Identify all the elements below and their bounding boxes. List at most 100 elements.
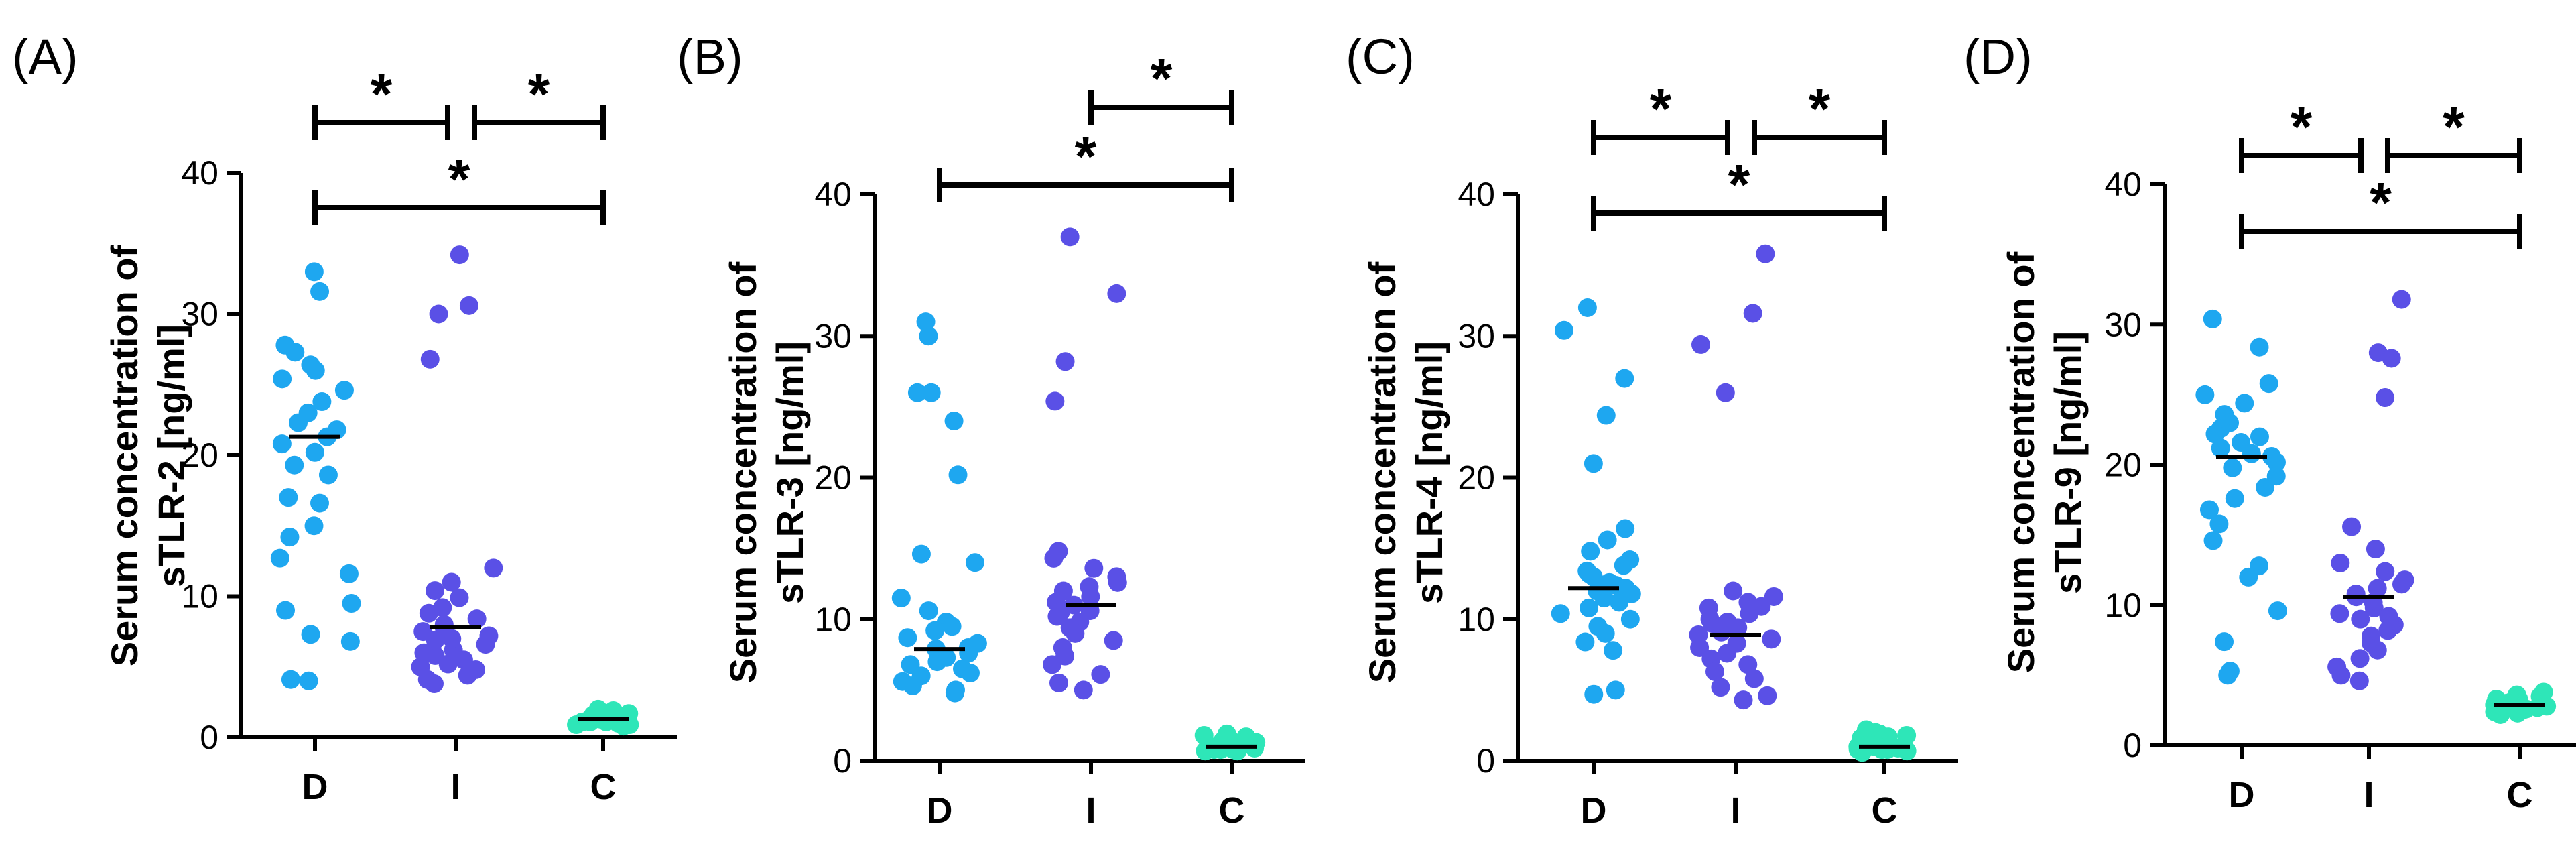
data-point: [1580, 598, 1599, 617]
data-point: [2195, 385, 2215, 404]
data-point: [419, 603, 438, 623]
data-point: [2256, 477, 2275, 497]
data-point: [273, 369, 292, 389]
y-axis-label: Serum concentration of sTLR-4 [ng/ml]: [1361, 261, 1450, 683]
y-axis-label-line: sTLR-3 [ng/ml]: [769, 341, 811, 604]
data-point: [2205, 424, 2225, 444]
x-category-label: I: [1086, 790, 1096, 831]
data-point: [1074, 680, 1093, 700]
y-tick-label: 40: [181, 154, 218, 192]
data-point: [2218, 666, 2238, 685]
data-point: [916, 312, 936, 332]
data-point: [2379, 607, 2398, 626]
panel-label: (C): [1346, 29, 1415, 84]
y-tick-label: 20: [814, 459, 852, 497]
data-point: [1744, 669, 1764, 688]
data-point: [305, 442, 324, 462]
data-point: [2378, 621, 2398, 640]
data-point: [342, 594, 361, 613]
data-point: [276, 601, 296, 620]
data-point: [1724, 581, 1743, 601]
data-point: [1758, 686, 1777, 705]
series-D: [270, 262, 361, 690]
data-point: [1055, 352, 1075, 371]
significance-star: *: [1728, 153, 1750, 216]
series-D: [1551, 298, 1641, 704]
data-point: [411, 657, 430, 676]
data-point: [424, 674, 444, 694]
significance-star: *: [2370, 171, 2392, 234]
data-point: [925, 621, 945, 640]
y-axis-label-line: Serum concentration of: [1361, 261, 1403, 683]
data-point: [304, 516, 324, 536]
data-point: [1049, 673, 1069, 692]
significance-star: *: [448, 147, 470, 210]
y-tick-label: 30: [1458, 317, 1495, 355]
data-point: [903, 676, 922, 696]
data-point: [1043, 655, 1062, 674]
data-point: [2350, 649, 2370, 668]
x-category-label: D: [302, 767, 328, 807]
data-point: [1606, 680, 1625, 700]
data-point: [2259, 374, 2278, 394]
data-point: [1616, 519, 1635, 538]
data-point: [285, 343, 305, 362]
data-point: [1762, 629, 1781, 649]
data-point: [414, 643, 434, 662]
data-point: [2331, 553, 2350, 572]
data-point: [2242, 444, 2261, 463]
data-point: [425, 581, 444, 601]
x-category-label: D: [927, 790, 953, 831]
data-point: [310, 493, 330, 513]
chart-panel-b: (B) Serum concentration of sTLR-3 [ng/ml] 0…: [677, 29, 1305, 831]
data-point: [2342, 517, 2362, 536]
data-point: [2366, 540, 2385, 559]
data-point: [301, 625, 320, 644]
data-point: [1604, 641, 1623, 660]
data-point: [965, 553, 984, 572]
data-point: [1107, 284, 1126, 303]
significance-bracket: *: [1591, 77, 1730, 155]
data-point: [1610, 593, 1629, 612]
y-tick-label: 30: [2104, 306, 2142, 343]
y-tick-label: 0: [200, 719, 218, 756]
data-point: [2250, 427, 2269, 446]
data-point: [1848, 740, 1868, 760]
data-point: [2368, 640, 2387, 660]
x-category-label: D: [1581, 790, 1607, 831]
data-point: [334, 381, 354, 400]
data-point: [1620, 609, 1640, 629]
significance-bracket: *: [1088, 47, 1234, 125]
significance-bracket: *: [312, 62, 450, 140]
data-point: [280, 528, 300, 547]
data-point: [299, 671, 318, 690]
series-C: [567, 699, 639, 736]
data-point: [476, 635, 495, 654]
data-point: [2225, 489, 2244, 508]
data-point: [310, 282, 330, 301]
data-point: [1690, 638, 1710, 657]
data-point: [1594, 589, 1614, 608]
data-point: [1756, 244, 1775, 263]
series-I: [2327, 290, 2414, 690]
significance-bracket: *: [312, 147, 606, 225]
data-point: [340, 631, 360, 651]
chart-panel-c: (C) Serum concentration of sTLR-4 [ng/ml] 0…: [1346, 29, 1958, 831]
data-point: [1743, 304, 1762, 323]
significance-star: *: [1151, 47, 1173, 110]
y-tick-label: 20: [181, 436, 218, 474]
significance-bracket: *: [2239, 95, 2364, 173]
data-point: [2330, 604, 2349, 623]
data-point: [2496, 698, 2515, 717]
data-point: [1104, 631, 1123, 650]
data-point: [1580, 564, 1599, 584]
y-axis-label-line: Serum concentration of: [2000, 251, 2042, 673]
data-point: [1705, 662, 1725, 681]
y-tick-label: 30: [181, 296, 218, 333]
data-point: [1718, 644, 1737, 663]
data-point: [429, 304, 448, 324]
y-tick-label: 10: [181, 578, 218, 615]
series-D: [891, 312, 987, 703]
data-point: [1897, 741, 1917, 761]
